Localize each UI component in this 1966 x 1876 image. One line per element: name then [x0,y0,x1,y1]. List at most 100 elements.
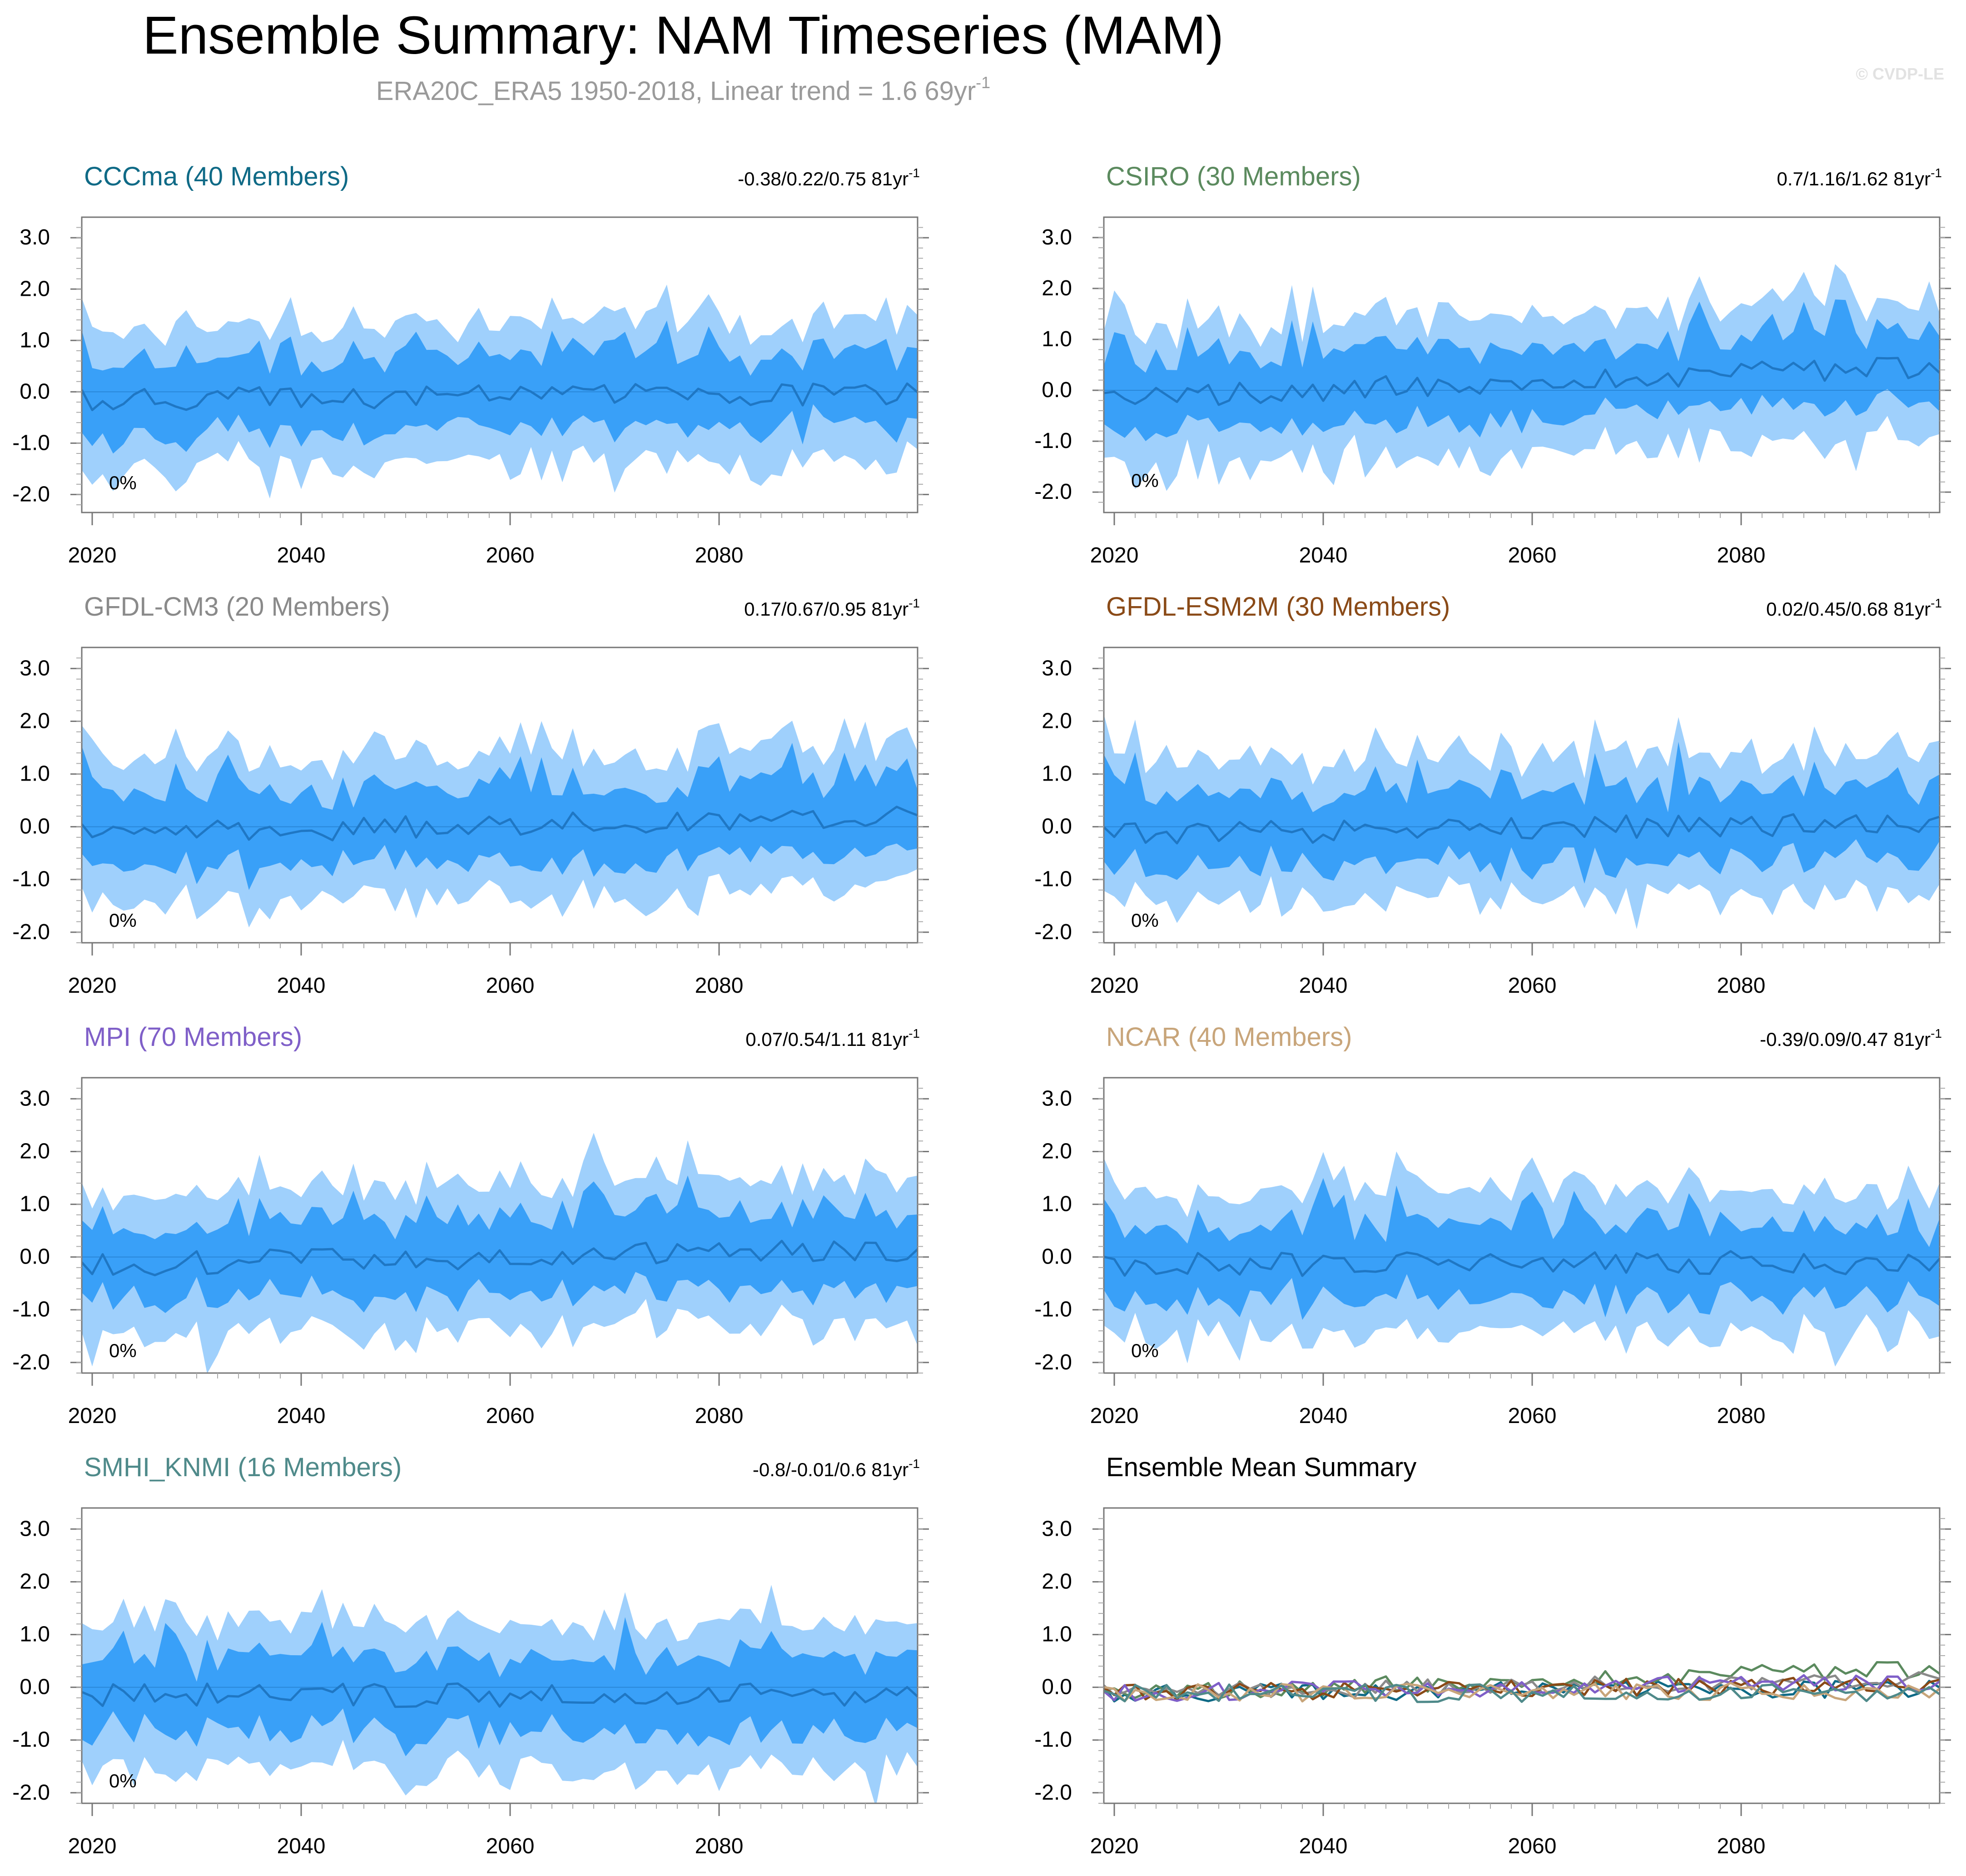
chart-panel: NCAR (40 Members) -0.39/0.09/0.47 81yr-1 0… [1034,1022,1951,1428]
y-tick-label: -2.0 [1034,920,1072,944]
panel-title: SMHI_KNMI (16 Members) [84,1453,402,1482]
y-tick-label: 2.0 [20,709,50,733]
x-tick-label: 2040 [1299,1834,1348,1858]
x-tick-label: 2040 [277,974,326,998]
plot-frame [81,216,918,513]
panel-trend-sup: -1 [909,166,920,180]
ensemble-mean-line [82,1682,918,1708]
x-tick-label: 2060 [1508,1834,1557,1858]
y-tick-label: -1.0 [1034,1728,1072,1752]
y-tick-label: 2.0 [20,1140,50,1164]
y-tick-label: 0.0 [1042,815,1072,839]
y-tick-label: 0.0 [20,1245,50,1269]
figure-subtitle-sup: -1 [976,73,990,92]
y-tick-label: 0.0 [20,1675,50,1699]
x-tick-label: 2020 [1090,1834,1139,1858]
x-tick-label: 2020 [1090,974,1139,998]
y-tick-label: -2.0 [1034,1350,1072,1374]
panel-trend-label: -0.39/0.09/0.47 81yr-1 [1760,1026,1942,1050]
x-tick-label: 2080 [695,974,744,998]
x-tick-label: 2080 [695,1834,744,1858]
panel-title: Ensemble Mean Summary [1106,1453,1416,1482]
ensemble-mean-line [1104,813,1940,845]
panel-title: CSIRO (30 Members) [1106,162,1361,191]
y-tick-label: 2.0 [1042,1140,1072,1164]
panel-trend-sup: -1 [909,596,920,610]
y-tick-label: 3.0 [1042,1517,1072,1541]
y-tick-label: -1.0 [12,1728,50,1752]
panel-trend-sup: -1 [1931,596,1942,610]
panel-title: GFDL-ESM2M (30 Members) [1106,592,1450,622]
y-tick-label: 1.0 [1042,1192,1072,1216]
inner-range-band [82,1617,918,1757]
ensemble-mean-line [82,382,918,411]
ensemble-mean-line [82,1239,918,1276]
y-tick-label: 0.0 [1042,378,1072,402]
panels-group: CCCma (40 Members) -0.38/0.22/0.75 81yr-1… [12,162,1951,1858]
y-tick-label: 2.0 [1042,276,1072,300]
y-tick-label: 1.0 [20,1192,50,1216]
percent-label: 0% [109,910,137,931]
panel-trend-value: 0.7/1.16/1.62 81yr [1777,168,1931,189]
panel-trend-value: 0.17/0.67/0.95 81yr [744,598,909,620]
y-tick-label: 1.0 [1042,1622,1072,1647]
panel-trend-label: 0.02/0.45/0.68 81yr-1 [1766,596,1942,620]
ensemble-mean-line [82,806,918,841]
chart-panel: MPI (70 Members) 0.07/0.54/1.11 81yr-1 0% 3… [12,1022,929,1428]
x-tick-label: 2020 [68,974,117,998]
x-tick-label: 2080 [1717,543,1766,567]
x-tick-label: 2040 [277,543,326,567]
y-tick-label: 0.0 [20,379,50,403]
panel-trend-sup: -1 [1931,1026,1942,1040]
percent-label: 0% [1131,1340,1159,1361]
panel-trend-sup: -1 [909,1026,920,1040]
x-tick-label: 2080 [1717,974,1766,998]
panel-trend-value: -0.8/-0.01/0.6 81yr [753,1459,909,1480]
panel-title: GFDL-CM3 (20 Members) [84,592,390,622]
y-tick-label: 1.0 [1042,327,1072,351]
plot-area [82,284,918,499]
chart-panel: SMHI_KNMI (16 Members) -0.8/-0.01/0.6 81y… [12,1453,929,1858]
panel-title: CCCma (40 Members) [84,162,349,191]
y-tick-label: -2.0 [12,482,50,506]
figure-subtitle-main: ERA20C_ERA5 1950-2018, Linear trend = 1.… [376,76,976,106]
copyright-label: © CVDP-LE [1856,65,1944,83]
x-tick-label: 2020 [68,1834,117,1858]
chart-panel: CCCma (40 Members) -0.38/0.22/0.75 81yr-1… [12,162,929,567]
x-tick-label: 2060 [486,1834,535,1858]
x-tick-label: 2060 [1508,974,1557,998]
inner-range-band [1104,741,1940,884]
plot-frame [1103,216,1941,513]
x-tick-label: 2060 [486,543,535,567]
y-tick-label: -2.0 [12,1781,50,1805]
x-tick-label: 2020 [1090,543,1139,567]
y-tick-label: -1.0 [12,867,50,891]
y-tick-label: 3.0 [1042,656,1072,680]
x-tick-label: 2040 [1299,1404,1348,1428]
figure-subtitle: ERA20C_ERA5 1950-2018, Linear trend = 1.… [376,73,990,106]
x-tick-label: 2060 [486,1404,535,1428]
percent-label: 0% [1131,910,1159,931]
inner-range-band [1104,1178,1940,1320]
figure-title: Ensemble Summary: NAM Timeseries (MAM) [143,5,1224,65]
chart-panel: CSIRO (30 Members) 0.7/1.16/1.62 81yr-1 0%… [1034,162,1951,567]
x-tick-label: 2040 [1299,543,1348,567]
y-tick-label: 1.0 [20,1622,50,1647]
y-tick-label: -1.0 [1034,1298,1072,1322]
plot-area [82,1133,918,1373]
y-tick-label: -1.0 [1034,429,1072,453]
y-tick-label: -2.0 [1034,1781,1072,1805]
y-tick-label: 2.0 [1042,1570,1072,1594]
inner-range-band [82,1175,918,1313]
percent-label: 0% [109,472,137,493]
panel-trend-value: -0.39/0.09/0.47 81yr [1760,1029,1931,1050]
x-tick-label: 2040 [277,1834,326,1858]
x-tick-label: 2080 [1717,1834,1766,1858]
panel-trend-sup: -1 [909,1457,920,1471]
y-tick-label: -2.0 [1034,480,1072,504]
x-tick-label: 2060 [486,974,535,998]
y-tick-label: -1.0 [12,1298,50,1322]
y-tick-label: 0.0 [1042,1245,1072,1269]
panel-trend-label: 0.07/0.54/1.11 81yr-1 [745,1026,920,1050]
